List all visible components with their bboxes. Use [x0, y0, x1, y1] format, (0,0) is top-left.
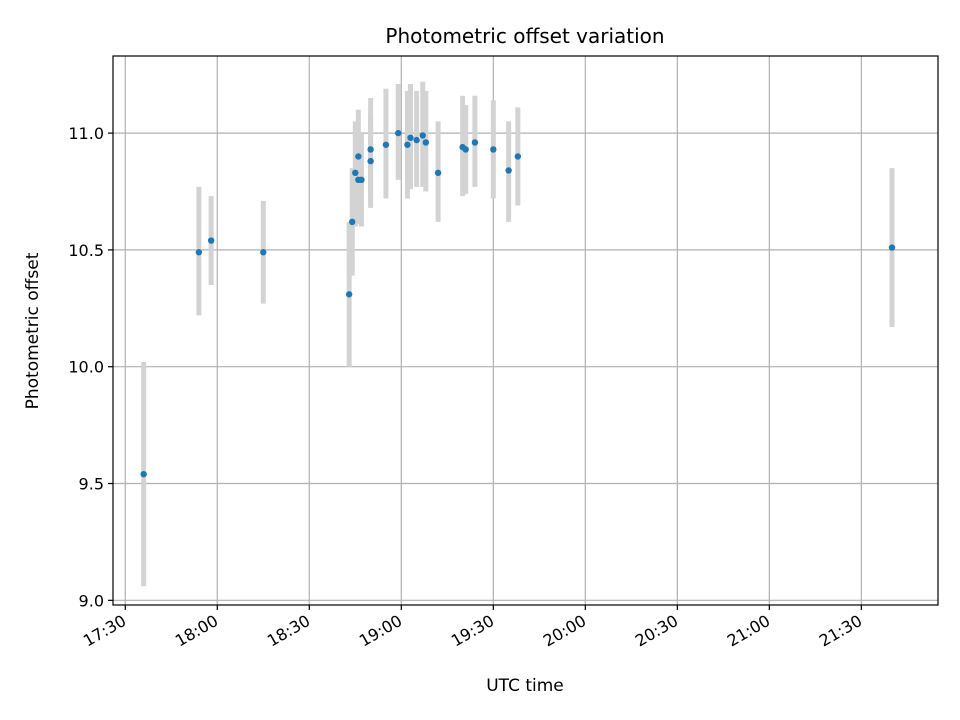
data-point: [471, 139, 479, 146]
y-axis-label: Photometric offset: [23, 252, 43, 409]
data-point: [382, 141, 390, 148]
data-point: [505, 167, 512, 174]
y-tick-label: 11.0: [68, 124, 104, 143]
data-point: [345, 291, 353, 298]
chart-title: Photometric offset variation: [385, 24, 664, 48]
data-point: [514, 153, 522, 160]
data-point: [888, 244, 896, 251]
data-point: [490, 146, 497, 153]
data-point: [355, 153, 362, 160]
data-point: [195, 249, 203, 256]
data-point: [207, 237, 215, 244]
data-point: [407, 134, 414, 141]
data-point: [422, 139, 430, 146]
data-point: [367, 157, 374, 165]
y-tick-label: 9.0: [79, 591, 104, 610]
data-point: [352, 169, 359, 177]
data-point: [419, 132, 426, 139]
x-axis-label: UTC time: [486, 676, 564, 696]
data-point: [349, 218, 356, 226]
data-point: [413, 136, 420, 144]
y-tick-label: 10.0: [68, 358, 104, 377]
data-point: [462, 146, 469, 153]
data-point: [358, 176, 365, 184]
data-point: [395, 129, 402, 137]
data-point: [434, 169, 442, 177]
plot-frame: [112, 55, 939, 606]
y-tick-label: 9.5: [79, 475, 104, 494]
data-point: [260, 249, 267, 256]
data-point: [140, 470, 147, 478]
y-tick-label: 10.5: [68, 241, 104, 260]
grid: [113, 56, 938, 605]
data-points: [140, 129, 896, 478]
data-point: [367, 146, 374, 153]
data-point: [404, 141, 411, 148]
